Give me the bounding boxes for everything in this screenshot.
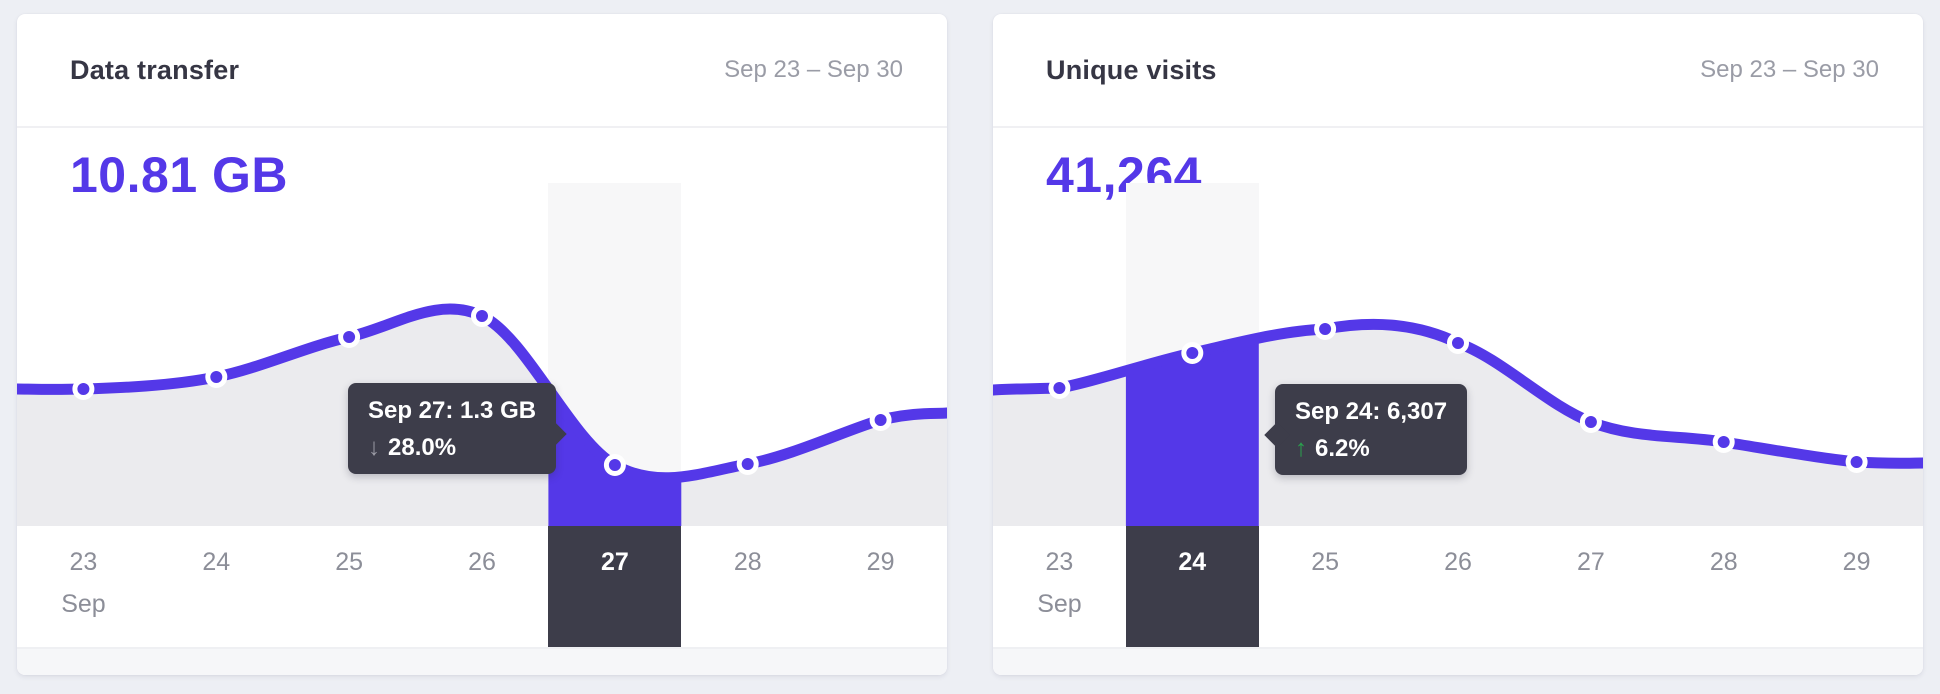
axis-day-label: 27: [600, 548, 629, 576]
axis-day-label: 24: [202, 548, 231, 576]
unique-visits-card: Unique visits Sep 23 – Sep 30 41,264 S: [993, 14, 1923, 675]
hovered-area-fill: [1125, 338, 1259, 526]
hovered-area-fill: [548, 388, 682, 526]
unique-visits-chart[interactable]: Sep 24: 6,307 ↑ 6.2%: [993, 128, 1923, 526]
date-range: Sep 23 – Sep 30: [724, 56, 903, 83]
axis-day-cell-selected[interactable]: 27: [548, 526, 682, 647]
axis-day-label: 25: [335, 548, 364, 576]
metric-total-value: 10.81 GB: [70, 147, 289, 203]
axis-day-label: 28: [733, 548, 762, 576]
chart-tooltip: Sep 27: 1.3 GB ↓ 28.0%: [348, 383, 567, 474]
axis-day-cell[interactable]: 23 Sep: [17, 526, 150, 647]
card-title: Unique visits: [1046, 54, 1217, 85]
axis-day-cell[interactable]: 25: [283, 526, 416, 647]
tooltip-delta-value: 6.2%: [1315, 435, 1370, 462]
axis-day-label: 26: [468, 548, 496, 576]
axis-day-label: 25: [1311, 548, 1340, 576]
tooltip-delta-value: 28.0%: [388, 434, 457, 461]
tooltip-delta: ↑ 6.2%: [1295, 437, 1447, 461]
axis-day-cell[interactable]: 28: [1657, 526, 1790, 647]
card-title: Data transfer: [70, 54, 240, 85]
card-header: Unique visits Sep 23 – Sep 30: [993, 14, 1923, 128]
axis-day-cell-selected[interactable]: 24: [1125, 526, 1259, 647]
x-axis: 23 Sep 24 25 26 27 28 29: [17, 526, 947, 647]
trend-down-icon: ↓: [368, 434, 380, 461]
axis-day-label: 28: [1709, 548, 1738, 576]
axis-day-cell[interactable]: 29: [1790, 526, 1923, 647]
axis-month-label: Sep: [61, 590, 106, 618]
data-transfer-chart[interactable]: Sep 27: 1.3 GB ↓ 28.0%: [17, 128, 947, 526]
card-footer: [17, 647, 947, 675]
axis-day-label: 23: [69, 548, 98, 576]
axis-day-label: 23: [1045, 548, 1074, 576]
axis-day-label: 26: [1444, 548, 1472, 576]
axis-day-cell[interactable]: 23 Sep: [993, 526, 1126, 647]
axis-day-label: 24: [1178, 548, 1207, 576]
data-transfer-card: Data transfer Sep 23 – Sep 30 10.81 GB: [17, 14, 947, 675]
chart-tooltip: Sep 24: 6,307 ↑ 6.2%: [1264, 384, 1468, 475]
axis-month-label: Sep: [1037, 590, 1082, 618]
tooltip-label: Sep 24: 6,307: [1295, 398, 1448, 425]
axis-day-label: 29: [1842, 548, 1871, 576]
data-point-markers: [72, 305, 892, 476]
tooltip-label: Sep 27: 1.3 GB: [368, 397, 537, 424]
card-footer: [993, 647, 1923, 675]
axis-day-cell[interactable]: 24: [150, 526, 283, 647]
axis-day-label: 27: [1576, 548, 1605, 576]
date-range: Sep 23 – Sep 30: [1700, 56, 1879, 83]
axis-day-label: 29: [866, 548, 895, 576]
axis-day-cell[interactable]: 26: [1392, 526, 1525, 647]
axis-day-cell[interactable]: 26: [416, 526, 549, 647]
axis-day-cell[interactable]: 25: [1259, 526, 1392, 647]
axis-day-cell[interactable]: 27: [1524, 526, 1657, 647]
axis-day-cell[interactable]: 29: [814, 526, 947, 647]
x-axis: 23 Sep 24 25 26 27 28 29: [993, 526, 1923, 647]
trend-up-icon: ↑: [1295, 435, 1307, 462]
axis-day-cell[interactable]: 28: [681, 526, 814, 647]
data-point-markers: [1048, 318, 1868, 473]
card-header: Data transfer Sep 23 – Sep 30: [17, 14, 947, 128]
tooltip-delta: ↓ 28.0%: [368, 436, 536, 460]
